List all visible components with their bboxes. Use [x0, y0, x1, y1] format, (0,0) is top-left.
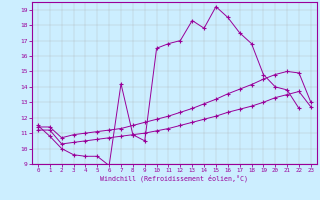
X-axis label: Windchill (Refroidissement éolien,°C): Windchill (Refroidissement éolien,°C): [100, 175, 248, 182]
